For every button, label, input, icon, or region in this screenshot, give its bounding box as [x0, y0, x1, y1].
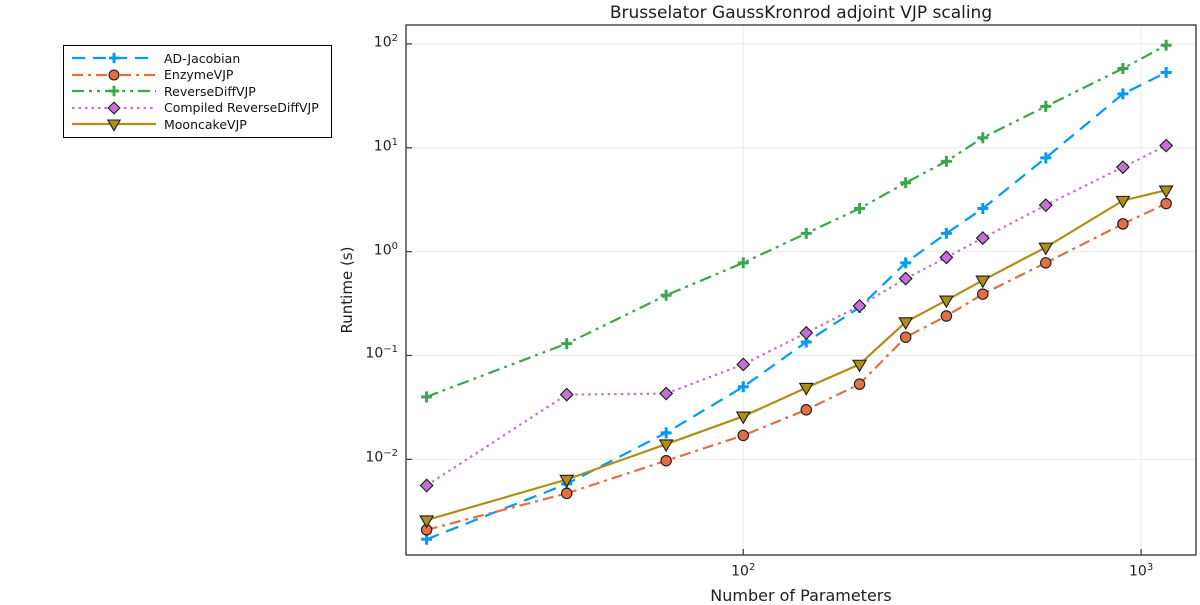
marker-cross	[421, 533, 433, 545]
series-line	[426, 71, 1167, 541]
marker-triangle-down	[559, 474, 575, 488]
y-tick-label: 10−1	[365, 344, 398, 363]
marker-diamond	[1159, 138, 1174, 153]
plot-frame	[405, 24, 1197, 556]
marker-triangle-down	[898, 317, 914, 331]
y-axis-label-text: Runtime (s)	[338, 246, 356, 334]
marker-triangle-down	[735, 411, 751, 425]
y-tick-label: 10−2	[365, 448, 398, 466]
marker-triangle-down	[975, 275, 991, 289]
marker-diamond	[1038, 198, 1053, 213]
marker-cross	[1040, 100, 1052, 112]
marker-cross	[1117, 88, 1129, 100]
marker-cross	[977, 132, 989, 144]
marker-diamond	[419, 478, 434, 493]
marker-cross	[737, 257, 749, 269]
marker-diamond	[736, 357, 751, 372]
marker-circle	[560, 487, 573, 500]
marker-cross	[660, 427, 672, 439]
legend-line-sample	[72, 69, 156, 81]
marker-cross	[660, 289, 672, 301]
marker-cross	[940, 155, 952, 167]
legend-line-sample	[72, 119, 156, 132]
x-axis-label: Number of Parameters	[710, 586, 892, 605]
y-tick-label: 100	[373, 240, 398, 259]
marker-diamond	[799, 325, 814, 340]
marker-triangle-down	[106, 119, 122, 132]
marker-triangle-down	[852, 359, 867, 373]
series-line	[426, 144, 1167, 487]
marker-diamond	[559, 387, 574, 402]
marker-circle	[737, 429, 750, 442]
marker-circle	[800, 404, 813, 416]
marker-diamond	[898, 271, 913, 286]
marker-diamond	[107, 101, 121, 115]
legend-line-sample	[72, 86, 156, 97]
marker-cross	[561, 338, 573, 350]
marker-cross	[977, 203, 989, 215]
marker-circle	[899, 331, 912, 343]
x-tick-label: 102	[731, 562, 756, 580]
marker-circle	[660, 454, 672, 467]
marker-triangle-down	[1158, 185, 1174, 199]
series-line	[426, 202, 1167, 531]
marker-diamond	[975, 231, 990, 246]
marker-cross	[421, 391, 433, 403]
marker-circle	[1117, 218, 1129, 230]
legend-item: Compiled ReverseDiffVJP	[70, 100, 319, 117]
marker-circle	[940, 310, 953, 322]
marker-diamond	[1115, 160, 1130, 175]
legend-line-sample	[72, 101, 156, 115]
marker-circle	[108, 69, 120, 81]
marker-triangle-down	[938, 295, 954, 309]
chart-title: Brusselator GaussKronrod adjoint VJP sca…	[609, 3, 993, 23]
y-tick-label: 102	[373, 32, 398, 51]
series-line	[426, 44, 1167, 398]
legend: AD-Jacobian EnzymeVJP ReverseDiffVJP Compil…	[63, 45, 332, 138]
legend-item-label: EnzymeVJP	[164, 67, 234, 83]
marker-circle	[853, 378, 866, 390]
legend-item: MooncakeVJP	[70, 116, 319, 133]
marker-triangle-down	[658, 439, 674, 453]
marker-circle	[1160, 197, 1172, 210]
marker-triangle-down	[1038, 242, 1054, 256]
marker-diamond	[852, 298, 867, 313]
marker-cross	[108, 86, 120, 97]
marker-triangle-down	[798, 382, 814, 396]
marker-cross	[800, 227, 812, 239]
marker-diamond	[659, 386, 674, 401]
legend-item: ReverseDiffVJP	[70, 83, 319, 100]
marker-cross	[900, 177, 912, 189]
marker-cross	[1160, 39, 1172, 51]
marker-circle	[1040, 257, 1052, 269]
marker-triangle-down	[419, 515, 435, 529]
legend-item: EnzymeVJP	[70, 67, 319, 84]
marker-cross	[900, 257, 912, 269]
legend-item-label: MooncakeVJP	[164, 116, 247, 132]
marker-circle	[977, 288, 989, 300]
x-tick-label: 103	[1128, 562, 1154, 580]
marker-cross	[854, 203, 866, 215]
marker-cross	[1117, 62, 1129, 74]
series-line	[426, 189, 1167, 522]
legend-item-label: ReverseDiffVJP	[164, 83, 256, 99]
marker-cross	[1040, 152, 1052, 164]
marker-cross	[940, 227, 952, 239]
marker-triangle-down	[1115, 195, 1131, 209]
marker-cross	[108, 53, 120, 64]
legend-item-label: Compiled ReverseDiffVJP	[164, 100, 319, 116]
legend-item-label: AD-Jacobian	[164, 50, 241, 66]
marker-diamond	[939, 250, 954, 265]
marker-cross	[1160, 67, 1172, 79]
legend-item: AD-Jacobian	[70, 50, 319, 67]
legend-line-sample	[72, 53, 156, 64]
y-tick-label: 101	[373, 136, 398, 155]
marker-cross	[737, 381, 749, 393]
